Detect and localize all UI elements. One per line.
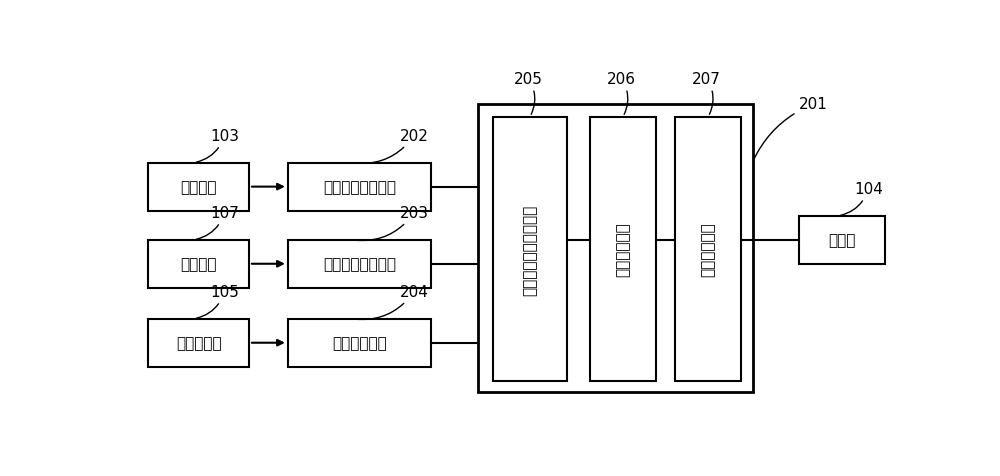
Text: 206: 206: [606, 71, 636, 115]
Bar: [799, 217, 885, 264]
Bar: [675, 118, 741, 381]
Text: 通知判定裝置: 通知判定裝置: [615, 222, 630, 277]
Bar: [148, 240, 249, 288]
Bar: [590, 118, 656, 381]
Text: 轎廂按鈕: 轎廂按鈕: [180, 180, 217, 195]
Bar: [288, 163, 431, 211]
Bar: [148, 319, 249, 367]
Text: 205: 205: [514, 71, 542, 115]
Text: 層站按鈕: 層站按鈕: [180, 257, 217, 272]
Text: 207: 207: [692, 71, 721, 115]
Bar: [288, 319, 431, 367]
Text: 203: 203: [355, 205, 429, 241]
Bar: [288, 240, 431, 288]
Text: 揚聲器: 揚聲器: [828, 233, 856, 248]
Text: 層站呼叫登記裝置: 層站呼叫登記裝置: [323, 257, 396, 272]
Text: 107: 107: [196, 205, 239, 240]
Text: 105: 105: [196, 284, 239, 318]
Text: 202: 202: [355, 129, 429, 164]
Bar: [493, 118, 567, 381]
Text: 103: 103: [196, 129, 239, 163]
Text: 位置檢測裝置: 位置檢測裝置: [332, 336, 387, 350]
Text: 104: 104: [840, 181, 883, 216]
Bar: [478, 105, 753, 393]
Text: 通知控制裝置: 通知控制裝置: [701, 222, 716, 277]
Text: 204: 204: [355, 284, 429, 320]
Bar: [148, 163, 249, 211]
Text: 中途樓層乘梯檢測裝置: 中途樓層乘梯檢測裝置: [522, 204, 537, 295]
Text: 201: 201: [754, 97, 828, 160]
Text: 立體攝像機: 立體攝像機: [176, 336, 221, 350]
Text: 轎廂呼叫登記裝置: 轎廂呼叫登記裝置: [323, 180, 396, 195]
